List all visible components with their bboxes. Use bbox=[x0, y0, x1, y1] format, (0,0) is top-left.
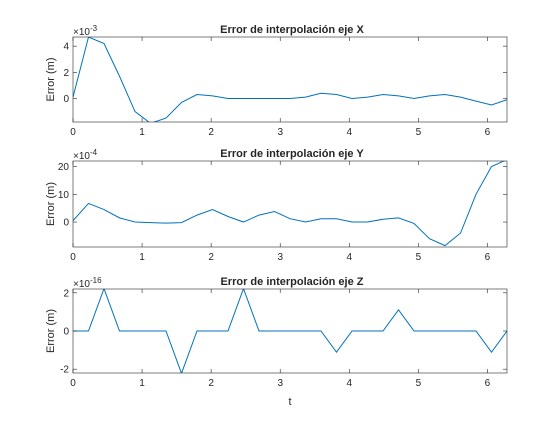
y-exponent-power: -4 bbox=[90, 148, 98, 157]
x-tick-label: 3 bbox=[277, 378, 283, 389]
axes-box bbox=[72, 36, 508, 123]
series-line bbox=[73, 161, 506, 247]
y-exponent-power: -3 bbox=[90, 24, 98, 33]
x-tick-label: 3 bbox=[277, 127, 283, 138]
x-tick-label: 1 bbox=[139, 378, 145, 389]
series-line bbox=[73, 37, 507, 122]
x-tick-label: 6 bbox=[485, 252, 491, 263]
x-tick-label: 4 bbox=[347, 127, 353, 138]
y-axis-label: Error (m) bbox=[45, 182, 57, 226]
x-tick-label: 5 bbox=[416, 127, 422, 138]
y-exponent-power: -16 bbox=[90, 276, 102, 285]
axes-background bbox=[73, 161, 507, 247]
chart-title: Error de interpolación eje X bbox=[220, 24, 364, 36]
chart-title: Error de interpolación eje Y bbox=[220, 148, 364, 160]
y-tick-label: -2 bbox=[60, 365, 69, 376]
y-tick-label: 0 bbox=[63, 327, 69, 338]
y-axis-label: Error (m) bbox=[45, 58, 57, 102]
y-tick-label: 2 bbox=[63, 288, 69, 299]
x-tick-label: 5 bbox=[416, 252, 422, 263]
x-tick-label: 6 bbox=[485, 378, 491, 389]
axes-box bbox=[72, 160, 508, 248]
x-tick-label: 4 bbox=[347, 252, 353, 263]
y-exponent-label: ×10-4 bbox=[73, 148, 98, 162]
y-tick-label: 0 bbox=[63, 218, 69, 229]
x-axis-label: t bbox=[288, 396, 291, 408]
series-line bbox=[73, 289, 507, 373]
x-tick-label: 2 bbox=[208, 252, 214, 263]
x-tick-label: 0 bbox=[70, 252, 76, 263]
subplot-3: 0 1 2 3 4 5 6-202×10-16 Error de interpolación … bbox=[45, 276, 508, 389]
x-tick-label: 2 bbox=[208, 127, 214, 138]
x-tick-label: 0 bbox=[70, 378, 76, 389]
x-tick-label: 1 bbox=[139, 252, 145, 263]
subplot-1: 0 1 2 3 4 5 6 0 2 4 ×10-3 Error de interpolación ej… bbox=[45, 24, 508, 138]
subplot-2: 0 1 2 3 4 5 6 0 10 20×10-4 Error de interpolación … bbox=[45, 148, 508, 263]
x-tick-label: 6 bbox=[485, 127, 491, 138]
x-tick-label: 4 bbox=[347, 378, 353, 389]
y-tick-label: 20 bbox=[58, 162, 70, 173]
x-tick-label: 5 bbox=[416, 378, 422, 389]
x-tick-label: 1 bbox=[139, 127, 145, 138]
y-tick-label: 10 bbox=[58, 190, 70, 201]
axes-background bbox=[73, 37, 507, 122]
y-tick-label: 0 bbox=[63, 94, 69, 105]
x-tick-label: 3 bbox=[277, 252, 283, 263]
y-tick-label: 4 bbox=[63, 42, 69, 53]
x-tick-label: 2 bbox=[208, 378, 214, 389]
x-tick-label: 0 bbox=[70, 127, 76, 138]
chart-title: Error de interpolación eje Z bbox=[220, 276, 363, 288]
y-exponent-label: ×10-3 bbox=[73, 24, 98, 38]
y-axis-label: Error (m) bbox=[45, 309, 57, 353]
y-exponent-label: ×10-16 bbox=[73, 276, 102, 290]
y-tick-label: 2 bbox=[63, 68, 69, 79]
